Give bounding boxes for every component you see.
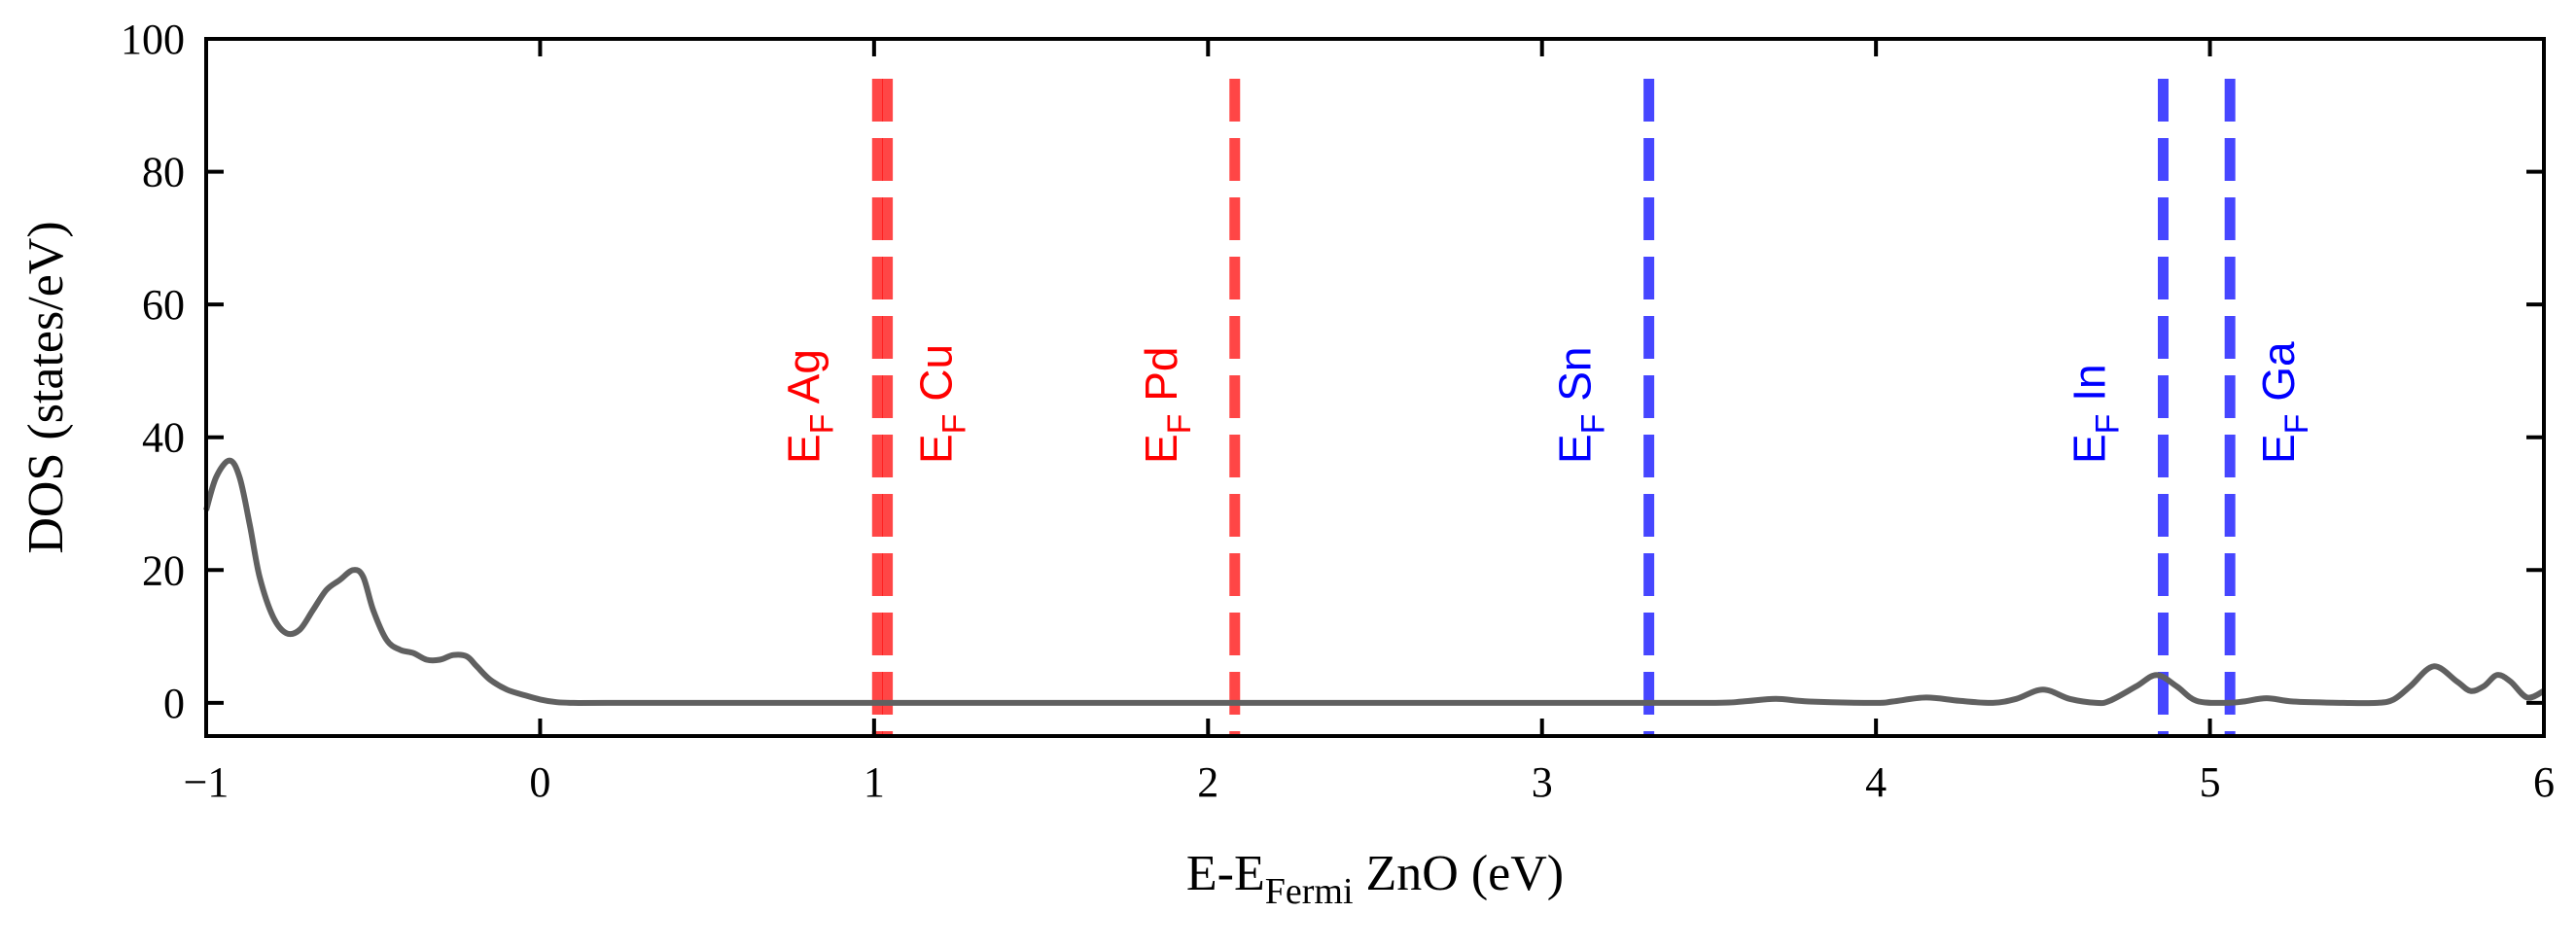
fermi-label-subscript: F [1161,414,1198,435]
fermi-label-subscript: F [936,414,973,435]
fermi-label-main: E [778,434,829,464]
fermi-label-main: E [2253,434,2304,464]
x-axis-title: E-EFermi ZnO (eV) [1186,846,1564,912]
fermi-label-main: E [911,434,962,464]
fermi-label-5: EF Ga [2253,341,2315,464]
dos-curve-0 [203,457,2546,707]
x-tick-label: 2 [1197,758,1218,806]
fermi-label-subscript: F [1575,414,1612,435]
fermi-label-suffix: Ga [2253,341,2304,414]
x-axis-title-suffix: ZnO (eV) [1354,846,1565,901]
x-tick-label: 4 [1865,758,1887,806]
fermi-label-subscript: F [2089,414,2126,435]
x-tick-label: 3 [1532,758,1553,806]
fermi-label-0: EF Ag [778,349,840,464]
fermi-label-1: EF Cu [911,344,973,464]
plot-frame [204,37,2546,738]
y-tick-label: 80 [142,149,185,196]
fermi-label-main: E [1136,434,1186,464]
fermi-label-suffix: Ag [778,349,829,414]
y-tick-label: 100 [121,16,185,63]
fermi-label-main: E [2064,434,2114,464]
fermi-label-suffix: Cu [911,344,962,414]
fermi-label-suffix: Pd [1136,347,1186,414]
x-axis-title-subscript: Fermi [1265,871,1354,912]
fermi-label-main: E [1550,434,1601,464]
x-tick-label: 6 [2533,758,2555,806]
x-tick-label: 5 [2200,758,2221,806]
dos-series-layer [203,457,2546,707]
y-tick-label: 60 [142,281,185,329]
x-tick-label: 1 [864,758,885,806]
y-axis-title: DOS (states/eV) [18,221,74,553]
fermi-label-2: EF Pd [1136,347,1198,465]
y-tick-label: 0 [163,680,185,727]
x-axis-title-main: E-E [1186,846,1265,901]
fermi-label-suffix: Sn [1550,347,1601,414]
fermi-label-subscript: F [803,414,840,435]
x-tick-label: 0 [529,758,550,806]
y-tick-label: 20 [142,546,185,594]
fermi-label-subscript: F [2278,414,2315,435]
x-tick-label: −1 [184,758,229,806]
fermi-label-3: EF Sn [1550,347,1612,465]
axis-labels: DOS (states/eV) E-EFermi ZnO (eV) [18,221,1564,912]
fermi-label-4: EF In [2064,364,2126,464]
fermi-label-suffix: In [2064,364,2114,413]
y-tick-label: 40 [142,414,185,462]
